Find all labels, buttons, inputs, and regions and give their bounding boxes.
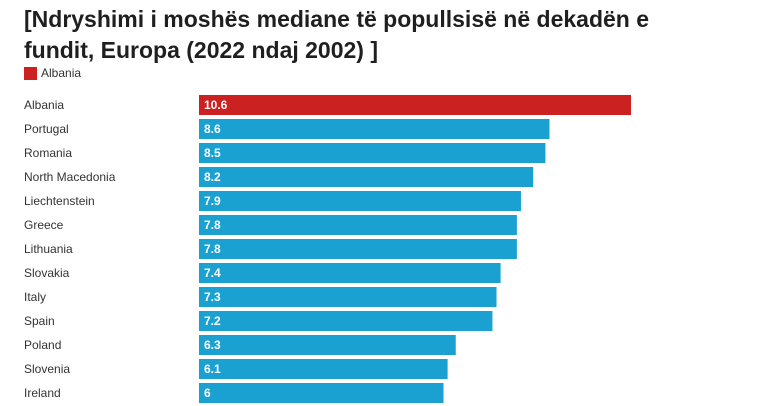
chart-title: [Ndryshimi i moshës mediane të popullsis… (24, 6, 650, 63)
bar-albania[interactable] (199, 95, 631, 115)
bar-italy[interactable] (199, 287, 497, 307)
value-label-slovakia: 7.4 (204, 266, 221, 280)
category-label-romania: Romania (24, 146, 72, 160)
category-label-slovakia: Slovakia (24, 266, 70, 280)
category-label-portugal: Portugal (24, 122, 69, 136)
bar-portugal[interactable] (199, 119, 550, 139)
category-label-slovenia: Slovenia (24, 362, 70, 376)
bar-slovakia[interactable] (199, 263, 501, 283)
category-label-lithuania: Lithuania (24, 242, 73, 256)
category-label-north-macedonia: North Macedonia (24, 170, 116, 184)
bar-lithuania[interactable] (199, 239, 517, 259)
value-label-poland: 6.3 (204, 338, 221, 352)
category-label-spain: Spain (24, 314, 55, 328)
category-label-ireland: Ireland (24, 386, 61, 400)
legend: Albania (24, 66, 81, 80)
category-label-albania: Albania (24, 98, 64, 112)
value-label-romania: 8.5 (204, 146, 221, 160)
bar-greece[interactable] (199, 215, 517, 235)
value-label-portugal: 8.6 (204, 122, 221, 136)
category-label-liechtenstein: Liechtenstein (24, 194, 95, 208)
category-label-greece: Greece (24, 218, 64, 232)
value-label-greece: 7.8 (204, 218, 221, 232)
value-label-slovenia: 6.1 (204, 362, 221, 376)
value-label-albania: 10.6 (204, 98, 228, 112)
value-label-italy: 7.3 (204, 290, 221, 304)
bar-liechtenstein[interactable] (199, 191, 521, 211)
value-label-lithuania: 7.8 (204, 242, 221, 256)
category-label-italy: Italy (24, 290, 46, 304)
value-label-spain: 7.2 (204, 314, 221, 328)
category-label-poland: Poland (24, 338, 61, 352)
value-label-north-macedonia: 8.2 (204, 170, 221, 184)
bar-romania[interactable] (199, 143, 546, 163)
bar-ireland[interactable] (199, 383, 444, 403)
legend-swatch-albania (24, 66, 37, 80)
bar-poland[interactable] (199, 335, 456, 355)
bar-slovenia[interactable] (199, 359, 448, 379)
value-label-ireland: 6 (204, 386, 211, 400)
legend-label-albania: Albania (41, 66, 82, 80)
value-label-liechtenstein: 7.9 (204, 194, 221, 208)
bar-north-macedonia[interactable] (199, 167, 534, 187)
bar-spain[interactable] (199, 311, 493, 331)
